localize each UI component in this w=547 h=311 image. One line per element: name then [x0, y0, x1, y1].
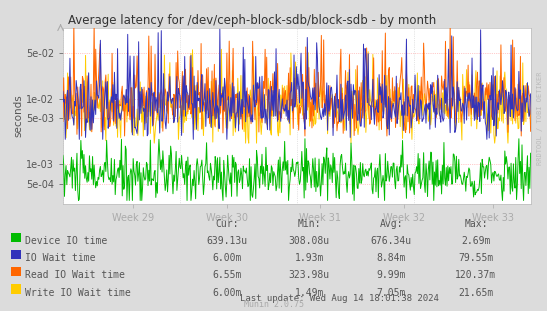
- Text: IO Wait time: IO Wait time: [25, 253, 96, 263]
- Text: Last update: Wed Aug 14 18:01:38 2024: Last update: Wed Aug 14 18:01:38 2024: [240, 294, 439, 303]
- Text: 7.05m: 7.05m: [376, 287, 406, 298]
- Text: 2.69m: 2.69m: [461, 236, 491, 246]
- Text: 6.00m: 6.00m: [212, 287, 242, 298]
- Text: 639.13u: 639.13u: [206, 236, 248, 246]
- Text: 676.34u: 676.34u: [370, 236, 412, 246]
- Text: 6.00m: 6.00m: [212, 253, 242, 263]
- Text: 6.55m: 6.55m: [212, 270, 242, 281]
- Text: Munin 2.0.75: Munin 2.0.75: [243, 300, 304, 309]
- Text: 323.98u: 323.98u: [288, 270, 330, 281]
- Text: Max:: Max:: [464, 219, 487, 229]
- Text: Cur:: Cur:: [216, 219, 238, 229]
- Text: Device IO time: Device IO time: [25, 236, 107, 246]
- Text: 21.65m: 21.65m: [458, 287, 493, 298]
- Text: 8.84m: 8.84m: [376, 253, 406, 263]
- Text: Read IO Wait time: Read IO Wait time: [25, 270, 125, 281]
- Text: Average latency for /dev/ceph-block-sdb/block-sdb - by month: Average latency for /dev/ceph-block-sdb/…: [68, 14, 436, 27]
- Text: 120.37m: 120.37m: [455, 270, 497, 281]
- Text: Min:: Min:: [298, 219, 321, 229]
- Text: 1.93m: 1.93m: [294, 253, 324, 263]
- Text: 308.08u: 308.08u: [288, 236, 330, 246]
- Y-axis label: seconds: seconds: [13, 95, 23, 137]
- Text: Write IO Wait time: Write IO Wait time: [25, 287, 131, 298]
- Text: 9.99m: 9.99m: [376, 270, 406, 281]
- Text: RRDTOOL / TOBI OETIKER: RRDTOOL / TOBI OETIKER: [537, 72, 543, 165]
- Text: 1.49m: 1.49m: [294, 287, 324, 298]
- Text: Avg:: Avg:: [380, 219, 403, 229]
- Text: 79.55m: 79.55m: [458, 253, 493, 263]
